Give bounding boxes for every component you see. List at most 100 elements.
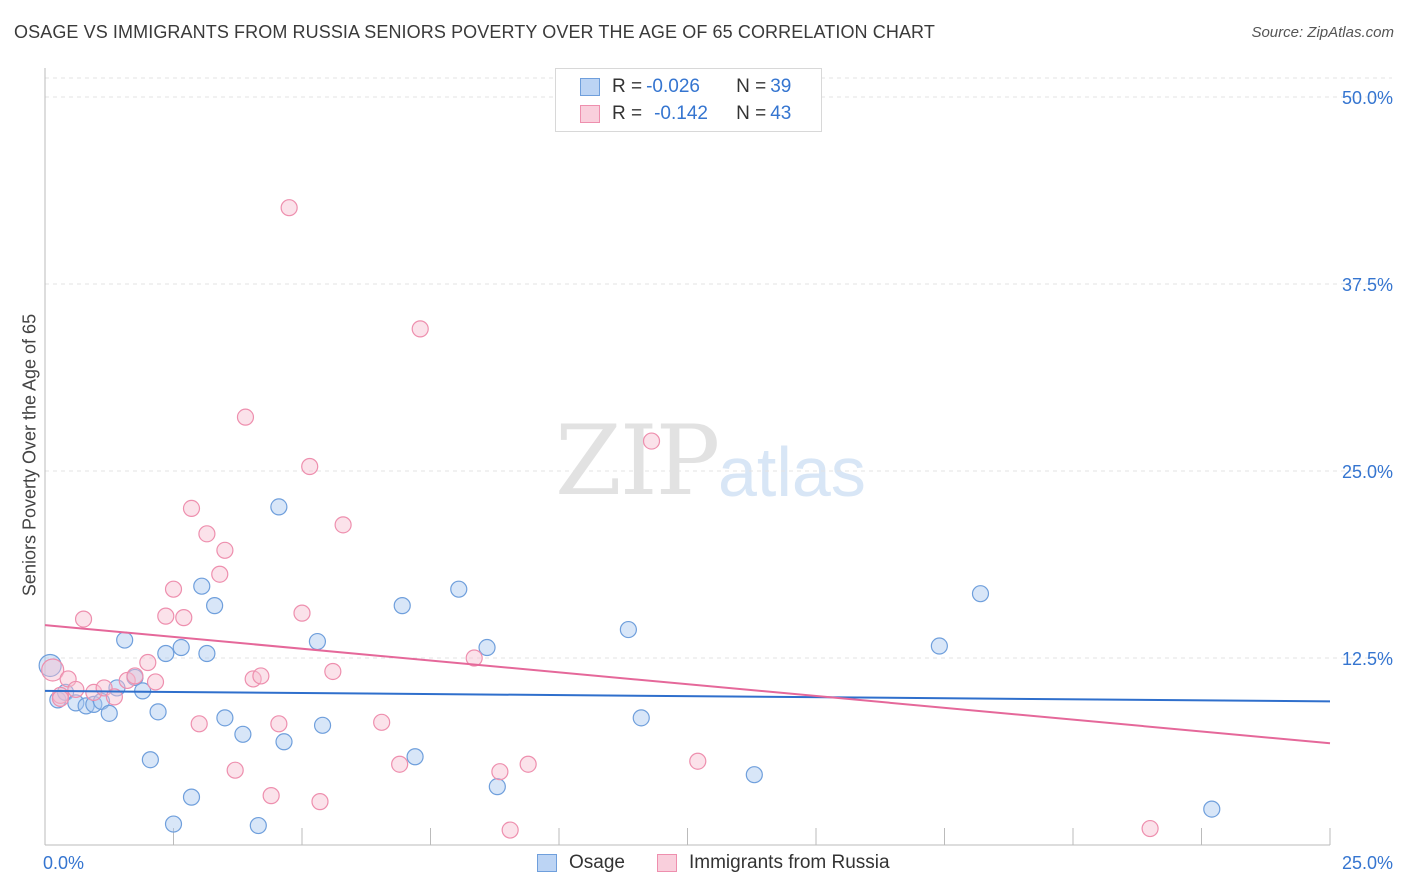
osage-point: [100, 704, 118, 722]
russia-point: [373, 713, 391, 731]
osage-point: [193, 577, 211, 595]
russia-point: [391, 755, 409, 773]
russia-point: [311, 793, 329, 811]
russia-point: [190, 715, 208, 733]
y-tick-label: 50.0%: [1342, 88, 1393, 108]
russia-point: [211, 565, 229, 583]
osage-point: [164, 815, 183, 833]
russia-point: [642, 432, 661, 450]
osage-point: [393, 597, 411, 615]
russia-point: [85, 683, 103, 702]
osage-legend-swatch: [537, 854, 557, 872]
russia-point: [689, 752, 707, 770]
russia-point: [126, 667, 144, 685]
legend-n-value-osage: 39: [770, 76, 792, 97]
legend-r-value-russia: -0.142: [654, 103, 708, 124]
russia-point: [252, 667, 270, 685]
russia-point: [67, 680, 85, 699]
russia-point: [491, 763, 509, 781]
osage-point: [157, 644, 175, 663]
osage-point: [406, 748, 424, 766]
osage-point: [745, 766, 763, 784]
russia-point: [270, 715, 288, 733]
x-tick-label-right: 25.0%: [1342, 853, 1393, 873]
osage-point: [270, 498, 288, 516]
legend-row-russia: R = -0.142 N = 43: [580, 102, 791, 126]
y-tick-label: 37.5%: [1342, 275, 1393, 295]
russia-point: [146, 673, 165, 691]
osage-point: [141, 751, 159, 769]
osage-trend-line: [44, 689, 1331, 703]
russia-point: [216, 541, 234, 559]
legend-n-value-russia: 43: [770, 103, 792, 124]
y-tick-label: 25.0%: [1342, 462, 1393, 482]
russia-point: [139, 653, 157, 672]
osage-point: [67, 694, 85, 712]
russia-point: [519, 755, 537, 773]
watermark-atlas: atlas: [718, 433, 866, 511]
x-tick-label-left: 0.0%: [43, 853, 84, 873]
osage-point: [198, 644, 216, 663]
osage-point: [249, 816, 267, 835]
legend-row-osage: R = -0.026 N = 39: [580, 75, 791, 99]
osage-point: [308, 632, 327, 651]
osage-point: [116, 631, 134, 649]
osage-point: [275, 733, 293, 751]
russia-swatch: [580, 105, 600, 123]
legend-r-value-osage: -0.026: [646, 76, 700, 97]
russia-point: [280, 199, 298, 217]
russia-point: [226, 761, 244, 779]
russia-legend-label: Immigrants from Russia: [689, 852, 890, 873]
osage-point: [172, 638, 190, 657]
correlation-legend: R = -0.026 N = 39 R = -0.142 N = 43: [555, 68, 822, 132]
russia-point: [41, 658, 65, 682]
russia-point: [301, 457, 319, 476]
russia-point: [164, 580, 183, 598]
russia-point: [105, 688, 123, 706]
legend-r-label: R =: [612, 76, 643, 97]
watermark-zip: ZIP: [555, 405, 720, 517]
osage-point: [216, 709, 234, 727]
russia-point: [293, 604, 311, 622]
russia-point: [411, 320, 429, 338]
bottom-legend-osage: Osage: [537, 852, 625, 874]
osage-point: [206, 597, 224, 615]
russia-point: [501, 821, 519, 839]
legend-r-label: R =: [612, 103, 643, 124]
legend-n-label: N =: [736, 103, 767, 124]
russia-point: [182, 499, 201, 517]
osage-point: [234, 725, 252, 743]
russia-point: [51, 689, 70, 707]
osage-point: [149, 703, 167, 721]
russia-point: [465, 649, 483, 667]
russia-point: [236, 408, 255, 426]
osage-point: [930, 637, 948, 655]
osage-point: [488, 778, 506, 796]
chart-title: OSAGE VS IMMIGRANTS FROM RUSSIA SENIORS …: [14, 22, 935, 42]
osage-point: [971, 585, 990, 603]
osage-legend-label: Osage: [569, 852, 625, 873]
legend-n-label: N =: [736, 76, 767, 97]
russia-trend-line: [44, 624, 1331, 745]
osage-point: [619, 620, 637, 639]
russia-point: [157, 607, 175, 625]
russia-point: [262, 787, 280, 805]
osage-point: [1203, 800, 1221, 818]
russia-point: [324, 662, 342, 681]
osage-swatch: [580, 78, 600, 96]
osage-point: [478, 638, 496, 657]
osage-point: [38, 653, 62, 678]
osage-point: [313, 716, 332, 734]
y-tick-label: 12.5%: [1342, 649, 1393, 669]
russia-point: [74, 610, 93, 628]
russia-point: [175, 609, 193, 627]
osage-point: [450, 580, 468, 598]
russia-point: [1141, 819, 1159, 838]
osage-point: [632, 709, 650, 727]
source-credit: Source: ZipAtlas.com: [1251, 24, 1394, 41]
russia-point: [334, 516, 352, 534]
russia-point: [198, 525, 216, 543]
russia-legend-swatch: [657, 854, 677, 872]
bottom-legend-russia: Immigrants from Russia: [657, 852, 890, 874]
